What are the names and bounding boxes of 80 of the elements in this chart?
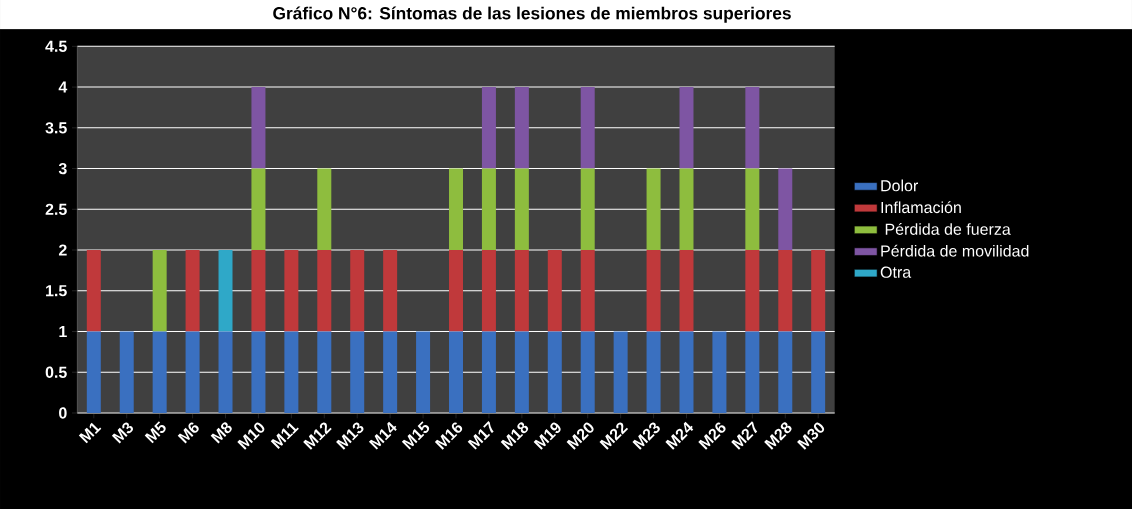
legend-label: Pérdida de fuerza	[885, 222, 1011, 235]
x-tick-label: M5	[144, 421, 166, 444]
bar	[251, 168, 266, 251]
bar	[580, 331, 595, 413]
bar	[679, 331, 694, 413]
bar	[613, 331, 628, 413]
bar	[317, 250, 332, 332]
y-tick-label: 1.5	[46, 285, 67, 297]
bar	[580, 250, 595, 332]
legend-label: Pérdida de movilidad	[881, 244, 1029, 257]
bar	[481, 331, 496, 413]
bar	[152, 331, 167, 413]
bar	[383, 250, 398, 332]
bar	[350, 331, 365, 413]
y-tick-label: 3	[58, 162, 67, 175]
bar	[449, 331, 464, 413]
legend-label: Otra	[880, 266, 912, 278]
bar	[745, 168, 760, 251]
bar	[679, 250, 694, 332]
bar	[284, 331, 299, 413]
bar	[218, 331, 233, 413]
legend-label: Inflamación	[881, 201, 961, 214]
y-tick-label: 0	[59, 407, 67, 419]
x-tick-label: M6	[177, 422, 199, 444]
bar	[679, 87, 694, 169]
bar	[481, 87, 496, 169]
y-tick-label: 4.5	[45, 40, 67, 52]
bar	[547, 331, 562, 413]
bar	[646, 331, 661, 413]
legend-label: Dolor	[881, 179, 918, 192]
y-tick-label: 4	[58, 81, 68, 93]
bar	[514, 331, 529, 413]
y-tick-label: 0.5	[45, 366, 67, 378]
bar	[86, 331, 101, 413]
bar	[449, 250, 464, 332]
bar	[778, 331, 793, 413]
x-tick-label: M1	[78, 422, 102, 444]
bar	[185, 250, 200, 332]
bar	[811, 331, 826, 413]
bar	[185, 331, 200, 413]
bar	[416, 331, 431, 413]
bar	[580, 87, 595, 169]
bar	[811, 250, 826, 332]
bar	[646, 168, 661, 251]
y-tick-label: 2.5	[45, 203, 67, 215]
bar	[679, 168, 694, 251]
bar	[514, 87, 529, 169]
bar	[152, 250, 167, 332]
bar	[778, 168, 793, 251]
bar	[218, 250, 233, 332]
chart-title: Gráfico N°6: Síntomas de las lesiones de miembros superiores	[273, 6, 791, 23]
bar	[745, 87, 760, 169]
bar	[745, 250, 760, 332]
bar	[745, 331, 760, 413]
bar	[778, 250, 793, 332]
x-tick-label: M11	[270, 422, 299, 449]
bar	[86, 250, 101, 332]
bar	[712, 331, 727, 413]
bar	[481, 168, 496, 251]
y-tick-label: 3.5	[45, 122, 67, 134]
bar	[449, 168, 464, 251]
bar	[317, 331, 332, 413]
bar	[383, 331, 398, 413]
x-tick-label: M8	[210, 422, 232, 444]
y-tick-label: 1	[59, 326, 67, 338]
bar	[119, 331, 134, 413]
bar	[284, 250, 299, 332]
bar	[350, 250, 365, 332]
bar	[646, 250, 661, 332]
bar	[547, 250, 562, 332]
bar	[481, 250, 496, 332]
bar	[251, 87, 266, 169]
x-tick-label: M3	[111, 422, 134, 444]
bar	[580, 168, 595, 251]
y-tick-label: 2	[58, 244, 67, 256]
bar	[317, 168, 332, 251]
bar	[514, 250, 529, 332]
bar	[251, 250, 266, 332]
bar	[251, 331, 266, 413]
bar	[514, 168, 529, 251]
